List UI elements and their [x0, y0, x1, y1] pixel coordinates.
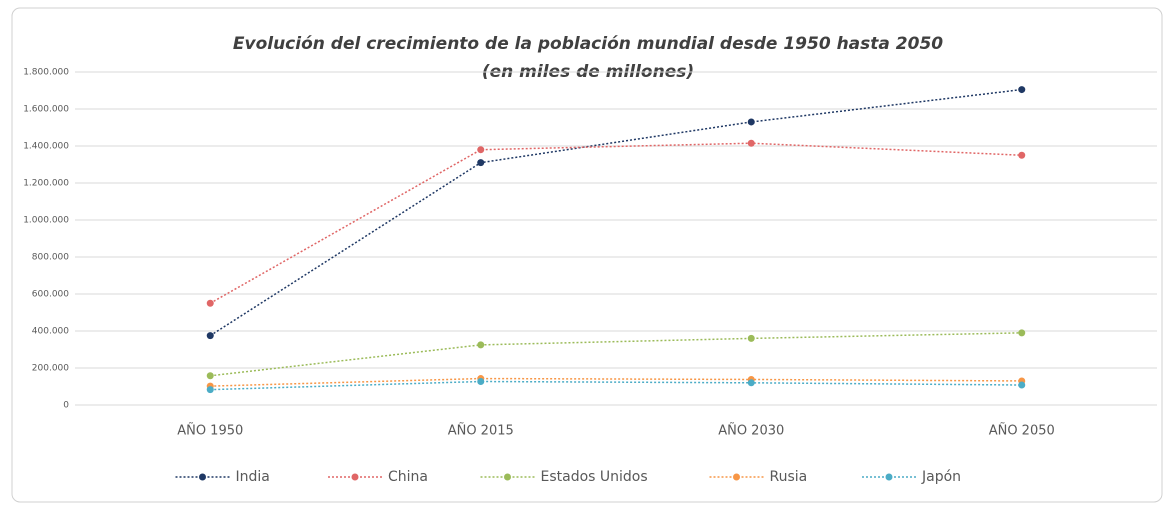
- data-point: [747, 379, 755, 387]
- x-tick-label: AÑO 2050: [989, 423, 1055, 439]
- data-point: [206, 372, 214, 380]
- legend-label: Japón: [921, 469, 961, 485]
- data-point: [206, 386, 214, 394]
- legend-marker: [733, 473, 740, 481]
- data-point: [477, 159, 485, 167]
- legend-marker: [199, 473, 206, 481]
- data-point: [206, 299, 214, 307]
- data-point: [477, 378, 485, 386]
- data-point: [1018, 151, 1026, 159]
- x-tick-label: AÑO 2030: [718, 423, 784, 439]
- y-tick-label: 1.400.000: [23, 142, 69, 152]
- legend-label: India: [236, 469, 270, 485]
- series-line: [209, 142, 1022, 304]
- data-point: [477, 341, 485, 349]
- legend-label: China: [388, 469, 428, 485]
- y-tick-label: 1.000.000: [23, 216, 69, 226]
- x-tick-label: AÑO 2015: [448, 423, 514, 439]
- data-point: [747, 118, 755, 126]
- legend-marker: [504, 473, 511, 481]
- data-point: [1018, 329, 1026, 337]
- series-line: [210, 332, 1022, 377]
- chart-title: Evolución del crecimiento de la població…: [233, 34, 943, 54]
- legend-marker: [885, 473, 893, 481]
- legend-marker: [351, 473, 359, 481]
- series-line: [210, 377, 1022, 387]
- data-point: [747, 139, 755, 147]
- data-point: [747, 334, 755, 342]
- data-point: [206, 332, 214, 340]
- data-point: [1018, 86, 1026, 94]
- data-point: [1018, 381, 1026, 389]
- x-tick-label: AÑO 1950: [177, 423, 243, 439]
- data-point: [477, 146, 485, 154]
- y-tick-label: 400.000: [32, 327, 69, 337]
- chart-frame: [11, 7, 1163, 503]
- y-tick-label: 200.000: [32, 364, 69, 374]
- legend-label: Estados Unidos: [541, 469, 648, 485]
- series-line: [209, 88, 1022, 337]
- y-tick-label: 1.800.000: [23, 68, 69, 78]
- y-tick-label: 0: [63, 401, 69, 411]
- y-tick-label: 600.000: [32, 290, 69, 300]
- series-line: [210, 380, 1022, 391]
- y-tick-label: 1.200.000: [23, 179, 69, 189]
- y-tick-label: 1.600.000: [23, 105, 69, 115]
- y-tick-label: 800.000: [32, 253, 69, 263]
- legend-label: Rusia: [770, 469, 808, 485]
